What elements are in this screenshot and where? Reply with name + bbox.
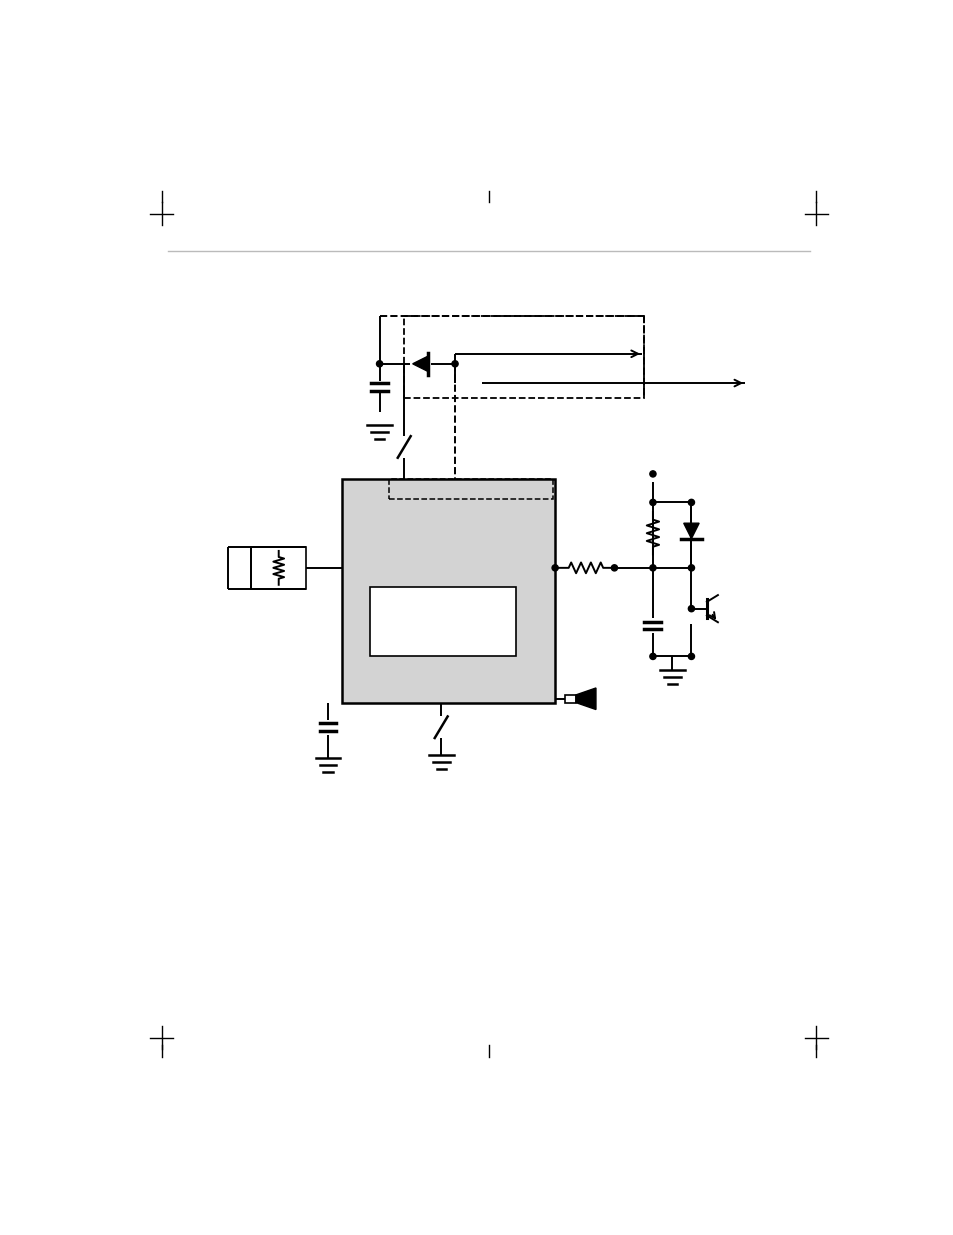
Circle shape [688, 499, 694, 505]
Circle shape [688, 564, 694, 571]
Polygon shape [576, 688, 596, 710]
Circle shape [649, 653, 656, 659]
Circle shape [649, 471, 656, 477]
Circle shape [688, 653, 694, 659]
Polygon shape [683, 524, 699, 538]
Bar [389, 479, 552, 499]
Polygon shape [413, 356, 428, 372]
Bar [251, 547, 306, 589]
Circle shape [552, 564, 558, 571]
Bar [341, 479, 555, 703]
Circle shape [649, 499, 656, 505]
Circle shape [611, 564, 617, 571]
Circle shape [649, 564, 656, 571]
Bar [564, 695, 576, 703]
Bar [404, 316, 643, 399]
Circle shape [376, 361, 382, 367]
Circle shape [452, 361, 457, 367]
Bar [369, 587, 516, 656]
Circle shape [688, 605, 694, 611]
